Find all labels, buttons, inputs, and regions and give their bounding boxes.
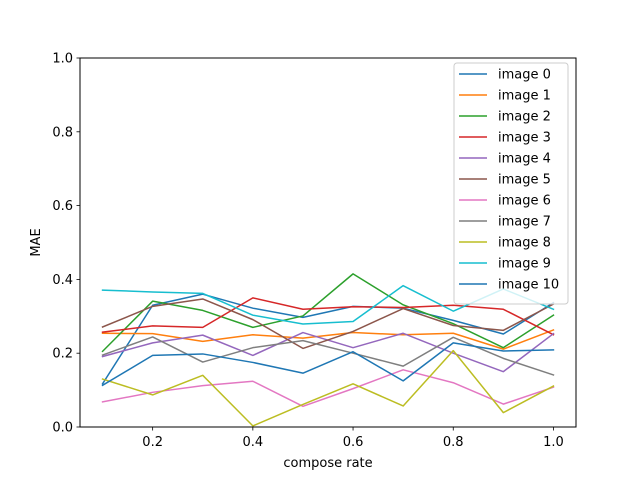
series-line-10 bbox=[101, 342, 555, 387]
legend: image 0 image 1 image 2 image 3 image 4 image… bbox=[453, 62, 569, 305]
series-line-8 bbox=[101, 349, 555, 427]
legend-label-3: image 3 bbox=[498, 131, 551, 146]
legend-label-1: image 1 bbox=[498, 89, 551, 104]
series-line-7 bbox=[101, 336, 555, 376]
y-tick-label: 0.8 bbox=[52, 125, 73, 140]
legend-label-5: image 5 bbox=[498, 173, 551, 188]
x-axis-label: compose rate bbox=[283, 456, 372, 471]
x-tick-label: 0.2 bbox=[142, 435, 163, 450]
y-tick-label: 1.0 bbox=[52, 52, 73, 67]
x-tick-label: 1.0 bbox=[543, 435, 564, 450]
series-line-6 bbox=[101, 369, 555, 408]
x-tick-label: 0.6 bbox=[343, 435, 364, 450]
series-line-5 bbox=[101, 298, 555, 350]
series-line-1 bbox=[101, 328, 555, 350]
legend-box bbox=[453, 62, 569, 305]
y-tick-label: 0.6 bbox=[52, 199, 73, 214]
legend-label-6: image 6 bbox=[498, 194, 551, 209]
plot-frame bbox=[79, 57, 577, 428]
y-tick-label: 0.4 bbox=[52, 273, 73, 288]
x-tick-label: 0.8 bbox=[443, 435, 464, 450]
x-tick-label: 0.4 bbox=[243, 435, 264, 450]
y-axis-label: MAE bbox=[29, 228, 44, 256]
legend-label-2: image 2 bbox=[498, 110, 551, 125]
series-line-4 bbox=[101, 331, 555, 373]
series-line-3 bbox=[101, 297, 555, 336]
legend-label-7: image 7 bbox=[498, 215, 551, 230]
legend-label-9: image 9 bbox=[498, 257, 551, 272]
legend-label-10: image 10 bbox=[498, 278, 559, 293]
y-tick-label: 0.2 bbox=[52, 347, 73, 362]
legend-label-4: image 4 bbox=[498, 152, 551, 167]
legend-label-0: image 0 bbox=[498, 68, 551, 83]
y-tick-label: 0.0 bbox=[52, 421, 73, 436]
legend-label-8: image 8 bbox=[498, 236, 551, 251]
axis-ticks: 0.2 0.4 0.6 0.8 1.0 0.0 0.2 0.4 0.6 0.8 1.0 bbox=[52, 52, 563, 451]
series-line-2 bbox=[101, 273, 555, 353]
